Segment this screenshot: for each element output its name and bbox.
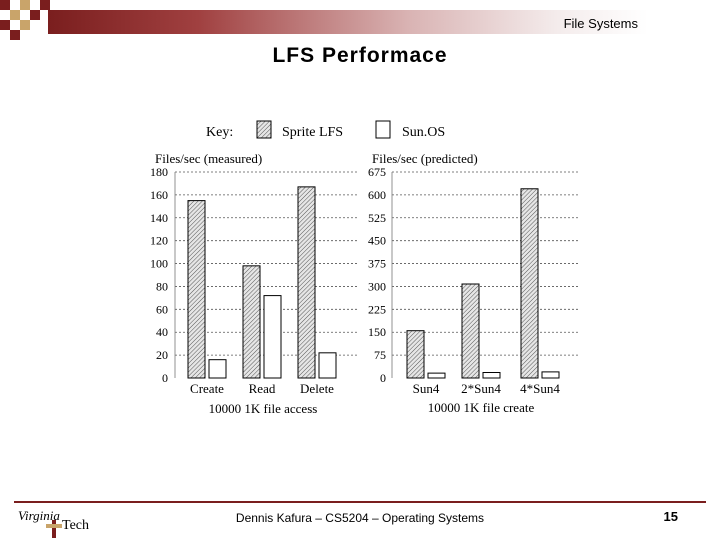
legend-swatch-sprite (256, 120, 272, 139)
bar-sunos (263, 295, 282, 379)
y-tick-label: 120 (150, 234, 168, 248)
y-tick-label: 160 (150, 188, 168, 202)
legend-label-sunos: Sun.OS (402, 125, 445, 140)
y-axis-label: Files/sec (predicted) (372, 151, 478, 166)
corner-decoration (0, 0, 50, 40)
bar-sunos (208, 359, 227, 379)
bar-sprite-lfs (520, 188, 539, 379)
page-number: 15 (663, 509, 678, 524)
y-tick-label: 225 (368, 302, 386, 316)
y-tick-label: 150 (368, 325, 386, 339)
performance-charts: Key: Sprite LFS Sun.OS Files/sec (measur… (150, 120, 578, 416)
slide-title: LFS Performace (272, 44, 448, 67)
y-tick-label: 450 (368, 234, 386, 248)
footer-divider (14, 501, 706, 503)
virginia-tech-logo: Virginia Tech (16, 508, 98, 538)
y-tick-label: 0 (380, 371, 386, 385)
logo-mark-icon (46, 520, 62, 538)
x-category-label: 2*Sun4 (461, 381, 501, 396)
bar-sprite-lfs (242, 265, 261, 379)
y-tick-label: 20 (156, 348, 168, 362)
y-tick-label: 80 (156, 279, 168, 293)
footer-caption: Dennis Kafura – CS5204 – Operating Syste… (235, 511, 485, 525)
x-category-label: 4*Sun4 (520, 381, 560, 396)
legend-key-label: Key: (206, 125, 233, 140)
section-title: File Systems (563, 16, 638, 31)
y-tick-label: 600 (368, 188, 386, 202)
bar-sprite-lfs (406, 330, 425, 379)
x-category-label: Create (190, 381, 224, 396)
bar-sprite-lfs (461, 283, 480, 379)
bar-sprite-lfs (297, 186, 316, 379)
legend-label-sprite: Sprite LFS (282, 125, 343, 140)
y-tick-label: 0 (162, 371, 168, 385)
x-category-label: Read (249, 381, 276, 396)
x-category-label: Sun4 (413, 381, 440, 396)
y-axis-label: Files/sec (measured) (155, 151, 262, 166)
y-tick-label: 375 (368, 257, 386, 271)
y-tick-label: 75 (374, 348, 386, 362)
y-tick-label: 180 (150, 165, 168, 179)
x-category-label: Delete (300, 381, 334, 396)
y-tick-label: 100 (150, 257, 168, 271)
y-tick-label: 40 (156, 325, 168, 339)
logo-text-bottom: Tech (62, 518, 90, 533)
header-gradient-bar (48, 10, 648, 34)
x-axis-label: 10000 1K file create (428, 400, 535, 415)
bar-sunos (482, 372, 501, 379)
bar-sunos (427, 372, 446, 379)
bar-sunos (318, 352, 337, 379)
bar-sunos (541, 371, 560, 379)
y-tick-label: 60 (156, 302, 168, 316)
x-axis-label: 10000 1K file access (209, 401, 318, 416)
bar-sprite-lfs (187, 200, 206, 379)
logo-text-top: Virginia (18, 508, 60, 523)
legend-swatch-sunos (375, 120, 391, 139)
y-tick-label: 140 (150, 211, 168, 225)
y-tick-label: 525 (368, 211, 386, 225)
y-tick-label: 300 (368, 279, 386, 293)
y-tick-label: 675 (368, 165, 386, 179)
